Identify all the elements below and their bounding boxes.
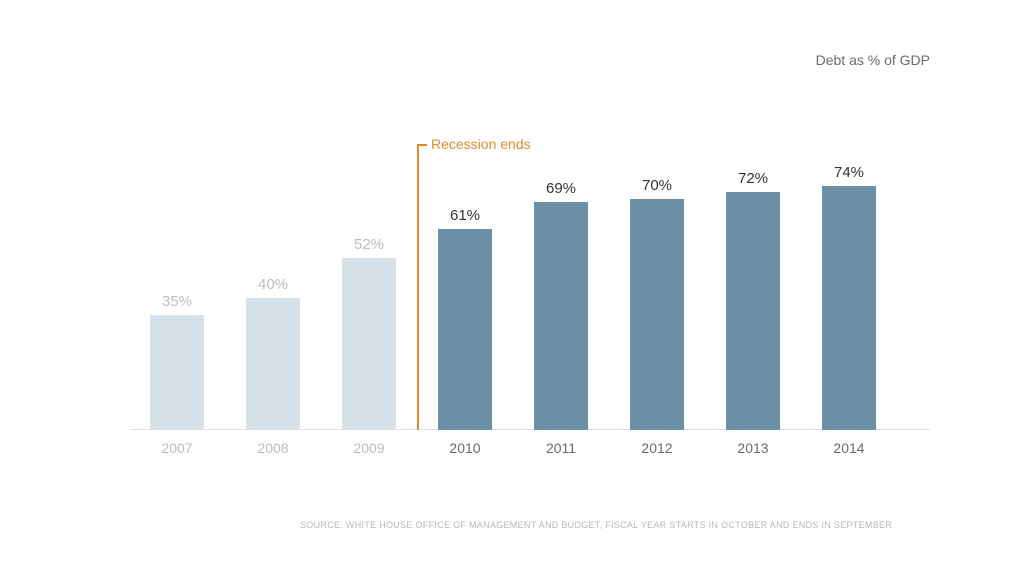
- legend-label: Debt as % of GDP: [816, 52, 930, 68]
- bar-label-2013: 72%: [726, 170, 780, 187]
- x-label-2010: 2010: [438, 440, 492, 456]
- recession-marker-tick: [417, 144, 427, 146]
- x-label-2008: 2008: [246, 440, 300, 456]
- x-label-2007: 2007: [150, 440, 204, 456]
- bar-label-2008: 40%: [246, 276, 300, 293]
- x-label-2011: 2011: [534, 440, 588, 456]
- bar-label-2010: 61%: [438, 207, 492, 224]
- x-label-2009: 2009: [342, 440, 396, 456]
- bar-2009: 52%: [342, 258, 396, 430]
- x-label-2014: 2014: [822, 440, 876, 456]
- bar-2011: 69%: [534, 202, 588, 430]
- bar-2008: 40%: [246, 298, 300, 430]
- x-label-2012: 2012: [630, 440, 684, 456]
- bar-label-2014: 74%: [822, 164, 876, 181]
- bar-2013: 72%: [726, 192, 780, 430]
- recession-marker-label: Recession ends: [431, 136, 531, 152]
- debt-gdp-chart: Debt as % of GDP 35%40%52%61%69%70%72%74…: [130, 100, 930, 470]
- x-label-2013: 2013: [726, 440, 780, 456]
- bar-2007: 35%: [150, 315, 204, 431]
- bar-label-2009: 52%: [342, 236, 396, 253]
- bar-label-2012: 70%: [630, 177, 684, 194]
- bar-2014: 74%: [822, 186, 876, 430]
- recession-marker-line: [417, 144, 419, 430]
- bar-label-2011: 69%: [534, 180, 588, 197]
- bar-2012: 70%: [630, 199, 684, 430]
- source-note: SOURCE: WHITE HOUSE OFFICE OF MANAGEMENT…: [300, 520, 1000, 530]
- bar-2010: 61%: [438, 229, 492, 430]
- bar-label-2007: 35%: [150, 293, 204, 310]
- plot-area: 35% 40% 52% 61% 69% 70% 72% 74% Recession ends: [130, 100, 930, 430]
